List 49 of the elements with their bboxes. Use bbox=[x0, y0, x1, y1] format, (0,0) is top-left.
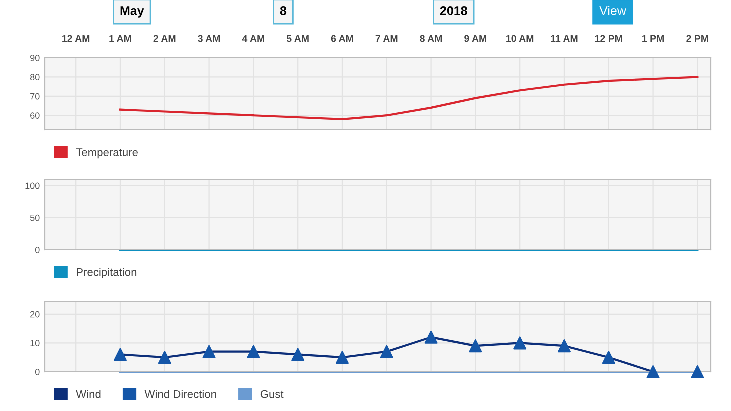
point bbox=[646, 365, 660, 379]
y-tick-label: 90 bbox=[30, 54, 40, 62]
y-tick-label: 0 bbox=[35, 368, 40, 376]
x-tick-label: 1 PM bbox=[642, 35, 664, 42]
point bbox=[469, 340, 482, 353]
point bbox=[424, 330, 438, 344]
x-tick-label: 5 AM bbox=[286, 35, 309, 42]
y-tick-label: 0 bbox=[35, 246, 40, 254]
point bbox=[336, 351, 349, 364]
x-tick-label: 8 AM bbox=[420, 35, 442, 42]
x-tick-label: 2 AM bbox=[154, 35, 176, 42]
x-tick-label: 10 AM bbox=[506, 35, 534, 42]
legend-label: Gust bbox=[260, 390, 284, 398]
legend-label: Temperature bbox=[76, 148, 138, 159]
point bbox=[691, 365, 704, 379]
point bbox=[247, 345, 260, 358]
text: May bbox=[120, 6, 144, 18]
legend-label: Wind Direction bbox=[144, 390, 216, 398]
x-tick-label: 3 AM bbox=[198, 35, 220, 42]
x-tick-label: 1 AM bbox=[110, 35, 132, 42]
y-tick-label: 10 bbox=[30, 340, 40, 347]
x-tick-label: 2 PM bbox=[686, 35, 708, 42]
y-tick-label: 100 bbox=[26, 182, 40, 190]
x-tick-label: 7 AM bbox=[376, 35, 398, 42]
point bbox=[158, 351, 172, 364]
y-tick-label: 50 bbox=[30, 214, 40, 222]
point bbox=[558, 340, 571, 353]
y-tick-label: 60 bbox=[30, 112, 40, 119]
x-tick-label: 9 AM bbox=[464, 35, 486, 42]
point bbox=[514, 336, 527, 350]
legend-label: Precipitation bbox=[77, 268, 137, 278]
y-tick-label: 20 bbox=[30, 311, 40, 318]
y-tick-label: 70 bbox=[30, 93, 40, 100]
x-tick-label: 11 AM bbox=[551, 35, 578, 42]
y-tick-label: 80 bbox=[30, 74, 40, 81]
x-tick-label: 4 AM bbox=[242, 35, 264, 42]
point bbox=[292, 348, 305, 362]
text: 8 bbox=[280, 6, 287, 16]
x-tick-label: 6 AM bbox=[331, 35, 354, 42]
point bbox=[380, 345, 394, 358]
line-series bbox=[119, 76, 699, 120]
text: View bbox=[600, 6, 626, 16]
point bbox=[202, 345, 216, 358]
x-tick-label: 12 AM bbox=[62, 35, 90, 42]
text: 2018 bbox=[440, 6, 468, 16]
point bbox=[602, 351, 616, 364]
legend-label: Wind bbox=[76, 390, 101, 398]
point bbox=[114, 348, 127, 362]
x-tick-label: 12 PM bbox=[595, 35, 622, 42]
